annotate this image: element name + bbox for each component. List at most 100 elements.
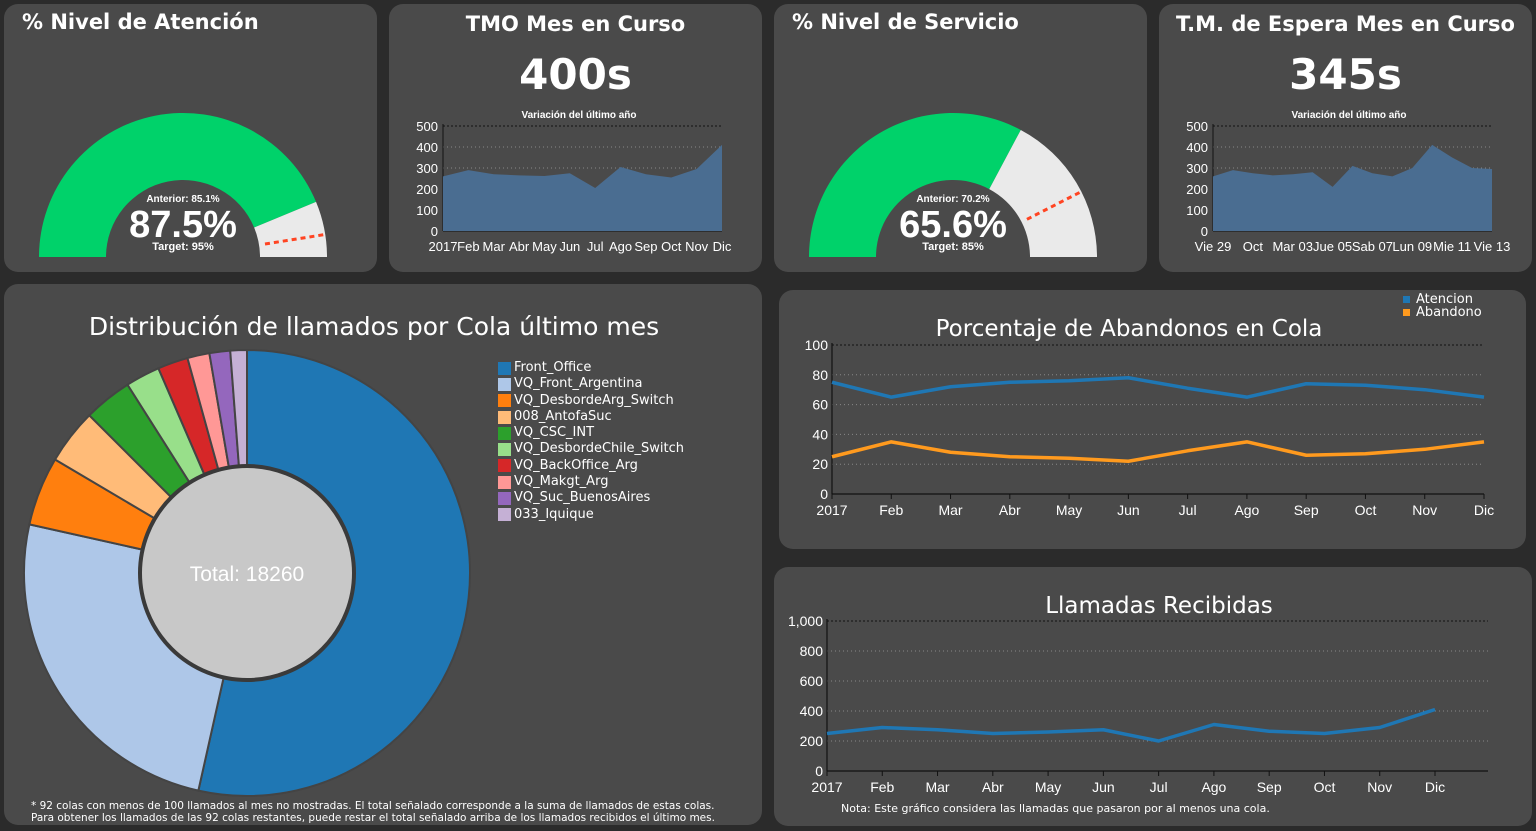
espera-title: T.M. de Espera Mes en Curso (1176, 12, 1515, 36)
abandonos-title: Porcentaje de Abandonos en Cola (935, 316, 1323, 342)
gauge-target-label: Target: 95% (152, 241, 214, 253)
legend-swatch (498, 410, 511, 424)
x-tick-label: Jue 05 (1313, 239, 1352, 254)
x-tick-label: Oct (1243, 239, 1264, 254)
x-tick-label: Nov (685, 239, 709, 254)
gauge-value-arc (39, 112, 317, 257)
legend-item: VQ_Suc_BuenosAires (498, 490, 684, 506)
legend-swatch (1403, 309, 1410, 316)
legend-swatch (498, 377, 511, 391)
x-tick-label: Jun (1117, 502, 1140, 518)
x-tick-label: Vie 13 (1474, 239, 1511, 254)
legend-item: VQ_Makgt_Arg (498, 474, 684, 490)
x-tick-label: Abr (982, 779, 1004, 795)
x-tick-label: Oct (1355, 502, 1377, 518)
legend-swatch (498, 361, 511, 375)
x-tick-label: Lun 09 (1392, 239, 1432, 254)
gauge-title: % Nivel de Servicio (792, 10, 1019, 34)
y-tick-label: 800 (800, 643, 824, 659)
x-tick-label: Mie 11 (1433, 239, 1471, 254)
area-subtitle: Variación del último año (1291, 110, 1406, 121)
x-tick-label: Sab 07 (1352, 239, 1393, 254)
legend-swatch (498, 459, 511, 473)
x-tick-label: Feb (870, 779, 894, 795)
gauge-value-label: 65.6% (899, 204, 1007, 246)
x-tick-label: Nov (1367, 779, 1392, 795)
gauge-value-label: 87.5% (129, 204, 237, 246)
x-tick-label: Mar (483, 239, 506, 254)
x-tick-label: Oct (661, 239, 682, 254)
x-tick-label: May (532, 239, 557, 254)
abandonos-line-chart: 0 20 40 60 80 100 2017 Feb Mar Abr May Jun Jul Ago Sep… (805, 337, 1494, 518)
pie-footnote-2: Para obtener los llamados de las 92 cola… (31, 812, 715, 824)
legend-item: VQ_DesbordeChile_Switch (498, 441, 684, 457)
y-tick-label: 0 (1201, 224, 1208, 239)
espera-area-chart: Variación del último año 0 100 200 300 400 500… (1186, 110, 1511, 254)
pie-panel: Distribución de llamados por Cola último… (4, 284, 762, 825)
gauge-value-arc (809, 113, 1021, 257)
gauge-rest-arc (989, 129, 1097, 257)
area-series (1213, 144, 1492, 231)
legend-swatch (1403, 296, 1410, 303)
x-tick-label: May (1056, 502, 1082, 518)
legend-item: Front_Office (498, 360, 684, 376)
y-tick-label: 200 (416, 182, 438, 197)
legend-label: VQ_Front_Argentina (514, 376, 643, 392)
gauge-panel-nivel-atencion: % Nivel de Atención Anterior: 85.1% 87.5%… (4, 4, 377, 272)
gauge-target-marker (264, 233, 324, 246)
pie-chart: Total: 18260 (23, 348, 471, 797)
gauge-rest-arc (254, 201, 327, 257)
legend-swatch (498, 394, 511, 408)
legend-label: VQ_Suc_BuenosAires (514, 490, 651, 506)
tmo-title: TMO Mes en Curso (465, 12, 686, 36)
legend-swatch (498, 492, 511, 506)
x-tick-label: Vie 29 (1195, 239, 1232, 254)
abandonos-panel: Porcentaje de Abandonos en Cola Atencion… (779, 290, 1526, 549)
pie-footnote-1: * 92 colas con menos de 100 llamados al … (31, 800, 715, 812)
y-tick-label: 300 (416, 161, 438, 176)
area-series (443, 144, 722, 231)
series-line (831, 376, 1485, 399)
legend-item: VQ_CSC_INT (498, 425, 684, 441)
llamadas-note: Nota: Este gráfico considera las llamada… (841, 802, 1270, 815)
legend-swatch (498, 443, 511, 457)
x-tick-label: Sep (1257, 779, 1282, 795)
y-tick-label: 500 (416, 119, 438, 134)
gauge-target-label: Target: 85% (922, 241, 984, 253)
y-tick-label: 100 (416, 203, 438, 218)
y-tick-label: 0 (815, 763, 823, 779)
gauge-previous-label: Anterior: 85.1% (146, 194, 219, 205)
x-tick-label: 2017 (429, 239, 458, 254)
legend-label: Front_Office (514, 360, 592, 375)
tmo-area-chart: Variación del último año 0 100 200 300 400 500… (416, 110, 732, 254)
pie-legend: Front_Office VQ_Front_Argentina VQ_Desbord… (498, 360, 684, 523)
legend-item: VQ_DesbordeArg_Switch (498, 393, 684, 409)
pie-center (138, 464, 356, 682)
espera-value: 345s (1289, 50, 1402, 99)
y-tick-label: 200 (800, 733, 824, 749)
legend-item: Abandono (1403, 306, 1482, 319)
y-tick-label: 100 (805, 337, 829, 353)
x-tick-label: Ago (609, 239, 632, 254)
x-tick-label: Sep (1294, 502, 1319, 518)
x-tick-label: Abr (999, 502, 1021, 518)
legend-label: VQ_Makgt_Arg (514, 474, 609, 490)
y-tick-label: 600 (800, 673, 824, 689)
y-tick-label: 100 (1186, 203, 1208, 218)
x-tick-label: Abr (509, 239, 530, 254)
llamadas-title: Llamadas Recibidas (1045, 593, 1273, 619)
x-tick-label: Mar 03 (1272, 239, 1312, 254)
legend-label: 033_Iquique (514, 506, 594, 522)
y-tick-label: 0 (820, 486, 828, 502)
x-tick-label: Dic (713, 239, 732, 254)
legend-label: VQ_CSC_INT (514, 425, 595, 441)
pie-title: Distribución de llamados por Cola último… (88, 312, 660, 341)
x-tick-label: Ago (1201, 779, 1226, 795)
y-tick-label: 300 (1186, 161, 1208, 176)
legend-item: 033_Iquique (498, 507, 684, 523)
y-tick-label: 400 (416, 140, 438, 155)
llamadas-line-chart: 0 200 400 600 800 1,000 2017 Feb Mar Abr May Jun Jul… (788, 613, 1488, 795)
y-tick-label: 80 (812, 367, 828, 383)
x-tick-label: Jul (1179, 502, 1197, 518)
series-line (831, 440, 1485, 463)
